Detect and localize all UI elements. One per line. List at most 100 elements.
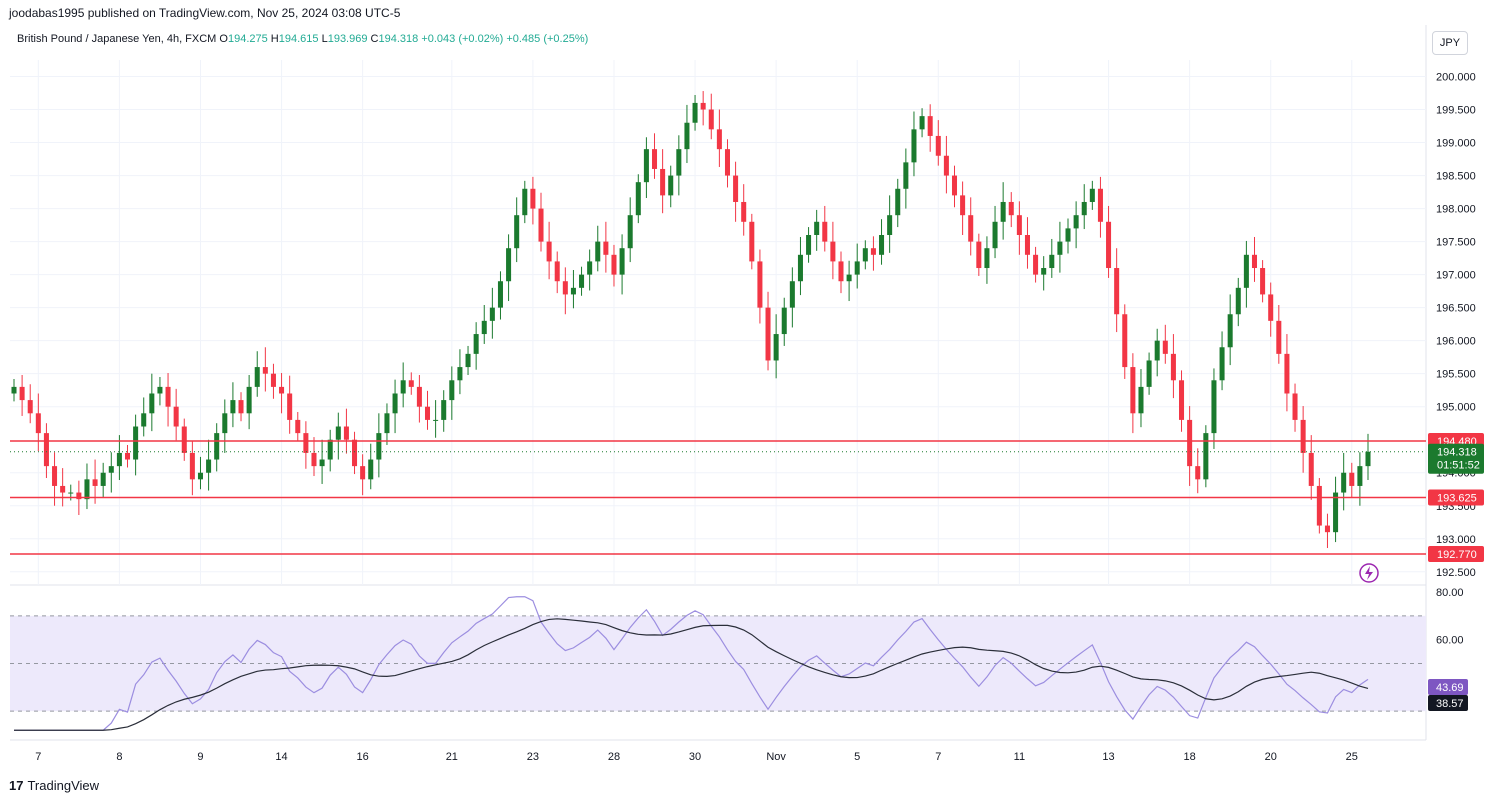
candles: [11, 91, 1371, 549]
close-value: 194.318: [378, 33, 419, 45]
candle-body: [1097, 188, 1103, 222]
candle-body: [68, 492, 74, 494]
candle-body: [392, 393, 398, 414]
candle-body: [862, 248, 868, 262]
candle-body: [619, 248, 625, 275]
candle-body: [1130, 367, 1136, 414]
candle-body: [1065, 228, 1071, 242]
candle-body: [360, 466, 366, 480]
candle-body: [700, 102, 706, 110]
price-tick-label: 192.500: [1436, 567, 1476, 579]
candle-body: [1154, 340, 1160, 361]
tradingview-logo-icon: 17: [9, 778, 24, 793]
candle-body: [60, 485, 66, 493]
candle-body: [579, 274, 585, 288]
time-tick-label: 9: [197, 751, 203, 763]
candle-body: [530, 188, 536, 209]
candle-body: [522, 188, 528, 216]
time-tick-label: 7: [35, 751, 41, 763]
candle-body: [43, 433, 49, 467]
candle-body: [1308, 452, 1314, 486]
candle-body: [481, 320, 487, 335]
candle-body: [181, 426, 187, 453]
candle-body: [668, 175, 674, 196]
time-tick-label: 21: [446, 751, 458, 763]
time-tick-label: 13: [1102, 751, 1114, 763]
candle-body: [92, 479, 98, 486]
line-price-tag-value: 193.625: [1437, 493, 1477, 505]
candle-body: [1008, 201, 1014, 216]
price-tick-label: 198.000: [1436, 204, 1476, 216]
candle-body: [1292, 393, 1298, 420]
candle-body: [984, 248, 990, 269]
candle-body: [197, 472, 203, 480]
rsi-value-tag: [1428, 679, 1468, 695]
candle-body: [100, 472, 106, 486]
candle-body: [960, 195, 966, 216]
candle-body: [473, 334, 479, 354]
alert-icon[interactable]: [1359, 563, 1379, 583]
candle-body: [773, 334, 779, 361]
candle-body: [287, 393, 293, 420]
candle-body: [1276, 320, 1282, 354]
price-tick-label: 199.000: [1436, 138, 1476, 150]
candle-body: [149, 393, 155, 414]
countdown-label: 01:51:52: [1437, 460, 1480, 472]
time-tick-label: 7: [935, 751, 941, 763]
candle-body: [497, 281, 503, 308]
axes: 200.000 199.500 199.000 198.500 198.000 197.5…: [35, 72, 1476, 763]
candle-body: [1235, 287, 1241, 315]
candle-body: [246, 386, 252, 414]
candle-body: [1195, 466, 1201, 480]
horizontal-lines[interactable]: [10, 440, 1426, 555]
candle-body: [416, 386, 422, 407]
candle-body: [1341, 472, 1347, 493]
candle-body: [822, 221, 828, 242]
candle-body: [1122, 314, 1128, 368]
candle-body: [1089, 188, 1095, 202]
candle-body: [433, 419, 439, 421]
candle-body: [1057, 241, 1063, 255]
candle-body: [595, 241, 601, 262]
rsi-tick-label: 80.00: [1436, 587, 1464, 599]
candle-body: [749, 221, 755, 262]
price-tick-label: 196.000: [1436, 336, 1476, 348]
candle-body: [992, 221, 998, 249]
candle-body: [206, 459, 212, 473]
currency-button[interactable]: JPY: [1432, 31, 1468, 55]
candle-body: [1179, 380, 1185, 420]
candle-body: [76, 492, 82, 500]
candle-body: [789, 281, 795, 308]
price-tick-label: 199.500: [1436, 105, 1476, 117]
rsi-value-label: 43.69: [1436, 682, 1464, 694]
rsi-ma-tag: [1428, 695, 1468, 711]
candle-body: [1284, 353, 1290, 394]
last-price-tag-value: 194.318: [1437, 447, 1477, 459]
line-price-tag-value: 192.770: [1437, 549, 1477, 561]
candle-body: [1300, 419, 1306, 453]
candle-body: [562, 281, 568, 295]
candle-body: [733, 175, 739, 202]
candle-body: [879, 235, 885, 255]
candle-body: [368, 459, 374, 480]
candle-body: [903, 162, 909, 189]
footer-brand[interactable]: 17 TradingView: [9, 778, 99, 793]
candle-body: [976, 241, 982, 269]
symbol-label[interactable]: British Pound / Japanese Yen, 4h, FXCM: [17, 33, 217, 45]
candle-body: [1106, 221, 1112, 269]
time-tick-label: Nov: [766, 751, 786, 763]
candle-body: [838, 261, 844, 282]
candle-body: [911, 129, 917, 163]
open-label: O: [219, 33, 228, 45]
ohlc-legend: British Pound / Japanese Yen, 4h, FXCM O…: [17, 33, 588, 45]
candle-body: [270, 373, 276, 387]
candle-body: [781, 307, 787, 335]
candle-body: [441, 400, 447, 420]
change-value: +0.043 (+0.02%): [421, 33, 504, 45]
candle-body: [238, 400, 244, 414]
candle-body: [376, 433, 382, 460]
candle-body: [643, 149, 649, 183]
close-label: C: [370, 33, 379, 45]
candle-body: [830, 241, 836, 262]
